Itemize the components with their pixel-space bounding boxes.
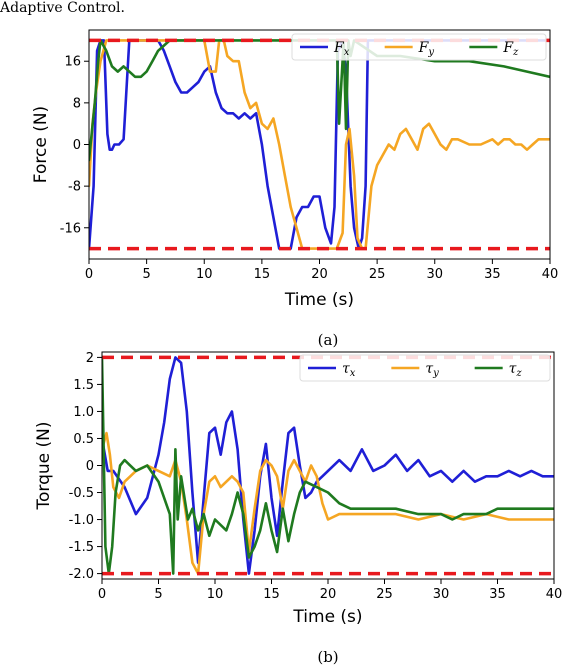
x-tick-label: 15 [263, 587, 280, 602]
x-tick-label: 30 [426, 267, 443, 282]
y-tick-label: 0.5 [73, 432, 94, 447]
y-tick-label: -1.5 [69, 540, 94, 555]
y-tick-label: 0 [86, 459, 94, 474]
y-axis-label: Force (N) [31, 106, 51, 183]
legend-label-z: Fz [502, 40, 519, 58]
y-tick-label: 8 [73, 96, 81, 111]
x-tick-label: 0 [85, 267, 93, 282]
series-line-x [89, 39, 550, 250]
x-axis-label: Time (s) [292, 607, 362, 627]
plot-area [89, 38, 550, 251]
x-tick-label: 15 [254, 267, 271, 282]
y-tick-label: -16 [60, 221, 81, 236]
x-tick-label: 25 [369, 267, 386, 282]
plot-area [102, 355, 554, 576]
series-line-x [102, 356, 554, 575]
x-tick-label: 35 [484, 267, 501, 282]
y-tick-label: -8 [68, 180, 81, 195]
x-tick-label: 40 [546, 587, 563, 602]
x-tick-label: 20 [311, 267, 328, 282]
y-tick-label: -2.0 [69, 567, 94, 582]
x-tick-label: 40 [542, 267, 559, 282]
x-tick-label: 25 [376, 587, 393, 602]
series-line-z [102, 356, 554, 575]
y-tick-label: -0.5 [69, 486, 94, 501]
legend: Fx Fy Fz [291, 33, 547, 61]
x-tick-label: 20 [320, 587, 337, 602]
y-tick-label: 0 [73, 138, 81, 153]
chart-torque: 0 5 10 15 20 25 30 35 40 -2.0 -1.5 -1.0 -0.5 0 0.5 1.0 1… [34, 351, 562, 627]
x-tick-label: 30 [433, 587, 450, 602]
x-tick-label: 10 [207, 587, 224, 602]
legend-label-y: τy [425, 361, 439, 379]
x-tick-label: 5 [142, 267, 150, 282]
legend-label-y: Fy [418, 40, 435, 58]
y-tick-label: 2 [86, 351, 94, 366]
x-tick-label: 5 [154, 587, 162, 602]
y-tick-label: 1.5 [73, 378, 94, 393]
x-tick-label: 0 [98, 587, 106, 602]
chart-force: 0 5 10 15 20 25 30 35 40 -16 -8 0 8 16 Time (s) Force (… [31, 29, 559, 310]
legend-label-x: τx [342, 361, 356, 379]
y-tick-label: -1.0 [69, 513, 94, 528]
legend-label-x: Fx [333, 40, 350, 58]
y-tick-label: 1.0 [73, 405, 94, 420]
y-axis-label: Torque (N) [34, 422, 54, 511]
caption-a: (a) [317, 331, 339, 349]
x-tick-label: 10 [196, 267, 213, 282]
legend-label-z: τz [509, 361, 523, 379]
legend-box [299, 354, 551, 382]
caption-b: (b) [317, 648, 339, 666]
header-fragment: Adaptive Control. [0, 0, 125, 16]
series-line-y [102, 431, 554, 575]
x-axis-label: Time (s) [284, 290, 354, 310]
series-line-y [89, 39, 550, 250]
x-tick-label: 35 [489, 587, 506, 602]
y-tick-label: 16 [64, 55, 81, 70]
legend-box [291, 33, 547, 61]
legend: τx τy τz [299, 354, 551, 382]
